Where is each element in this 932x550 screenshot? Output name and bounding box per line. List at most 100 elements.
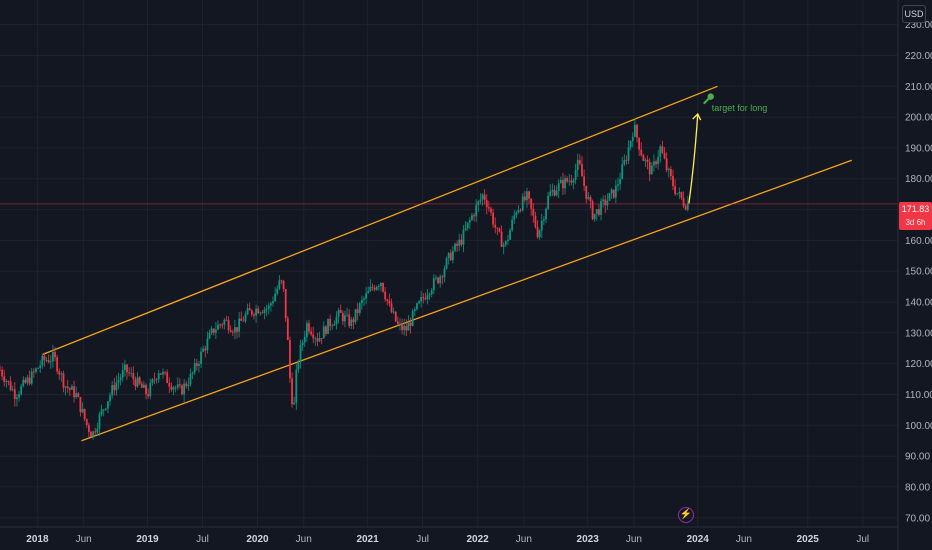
candle <box>473 212 475 222</box>
candle <box>94 427 97 436</box>
candle <box>246 303 249 316</box>
currency-button[interactable]: USD <box>902 5 926 23</box>
candle <box>168 377 171 394</box>
candle <box>536 220 539 239</box>
candle <box>43 352 46 367</box>
chart-grid <box>0 0 898 527</box>
candle <box>83 408 86 422</box>
candle <box>585 185 588 204</box>
candle <box>45 356 48 363</box>
candle <box>109 392 111 406</box>
lightning-icon[interactable]: ⚡ <box>678 507 694 523</box>
candle <box>371 283 374 291</box>
candle <box>633 118 636 138</box>
price-channel[interactable] <box>42 85 853 442</box>
candle <box>413 306 416 316</box>
candle <box>132 366 135 385</box>
candle <box>407 315 410 331</box>
x-tick-label: 2020 <box>246 534 269 545</box>
candle <box>680 191 683 201</box>
x-tick-label: Jul <box>416 534 429 545</box>
candle <box>583 169 586 191</box>
y-tick-label: 120.00 <box>905 359 932 370</box>
candle <box>284 288 287 322</box>
candle <box>346 307 348 318</box>
x-tick-label: Jun <box>296 534 312 545</box>
last-price-value: 171.83 <box>901 204 930 214</box>
candle <box>280 279 283 285</box>
candle <box>456 240 459 253</box>
candle <box>231 329 234 336</box>
candle <box>344 310 346 328</box>
y-tick-label: 180.00 <box>905 174 932 185</box>
candle <box>521 193 524 212</box>
x-tick-label: 2024 <box>687 534 710 545</box>
y-tick-label: 80.00 <box>905 482 930 493</box>
candle <box>458 233 461 252</box>
target-arrow[interactable] <box>688 113 699 204</box>
candle <box>176 377 179 391</box>
x-tick-label: 2025 <box>797 534 820 545</box>
candle <box>551 183 554 197</box>
channel-lower-line[interactable] <box>81 159 853 442</box>
candle <box>96 422 99 436</box>
candle <box>682 191 685 209</box>
candle <box>451 245 454 264</box>
candle <box>149 378 152 400</box>
candle <box>564 175 566 195</box>
target-annotation[interactable]: target for long <box>712 103 768 113</box>
candle <box>214 322 217 339</box>
candle <box>253 312 255 320</box>
candle <box>206 331 209 354</box>
candle <box>627 140 630 165</box>
time-axis[interactable]: 2018 Jun 2019 Jul 2020 Jun 2021 Jul 2022 Jun 2023 J… <box>26 534 869 545</box>
candle <box>178 378 181 389</box>
candle <box>143 380 145 389</box>
candle <box>547 191 550 211</box>
candle <box>219 323 221 329</box>
candle <box>665 152 668 173</box>
candle <box>608 192 611 201</box>
candle <box>373 285 376 292</box>
candle <box>674 179 677 196</box>
candle <box>301 339 304 352</box>
channel-upper-line[interactable] <box>42 85 718 356</box>
candle <box>138 376 141 386</box>
candle <box>523 190 526 203</box>
candle <box>221 322 224 329</box>
candle <box>578 154 581 166</box>
candle <box>462 224 465 253</box>
candle <box>229 325 232 333</box>
candle <box>587 192 590 201</box>
candle <box>212 328 215 336</box>
candle <box>667 167 670 178</box>
candle <box>263 306 266 320</box>
x-tick-label: Jul <box>196 534 209 545</box>
candle <box>428 292 431 300</box>
candle <box>136 372 139 388</box>
y-tick-label: 150.00 <box>905 267 932 278</box>
candle <box>250 309 253 318</box>
candle <box>394 311 397 323</box>
candle <box>225 316 228 321</box>
candle <box>663 146 666 160</box>
candle <box>22 376 25 388</box>
candle <box>418 300 420 305</box>
candle <box>365 286 368 305</box>
candle <box>269 301 272 312</box>
price-axis[interactable]: 70.00 80.00 90.00 100.00 110.00 120.00 130.00 1… <box>905 20 932 524</box>
candle <box>526 187 528 208</box>
candle <box>625 155 628 165</box>
candle <box>352 317 355 330</box>
candle <box>305 320 308 342</box>
candle <box>244 311 247 324</box>
candle <box>405 319 408 337</box>
candle <box>151 378 154 386</box>
candle <box>278 275 281 291</box>
target-pin-icon[interactable] <box>703 93 714 105</box>
candle <box>134 376 137 391</box>
candle <box>52 344 54 368</box>
candle <box>399 318 401 331</box>
candle <box>174 385 177 393</box>
